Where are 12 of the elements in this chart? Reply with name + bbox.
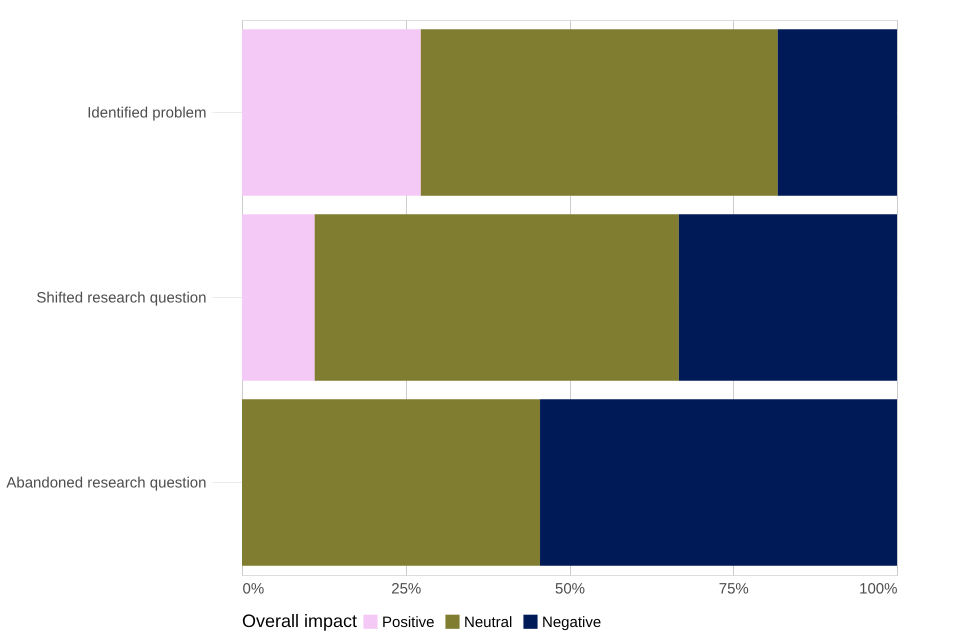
- legend-title: Overall impact: [242, 611, 358, 631]
- y-tick-label: Abandoned research question: [6, 474, 206, 492]
- legend-label: Neutral: [464, 614, 512, 631]
- x-tick-label: 50%: [554, 580, 586, 598]
- legend-label: Negative: [542, 614, 602, 631]
- y-tick-label: Shifted research question: [36, 290, 206, 306]
- x-tick-label: 25%: [391, 580, 422, 598]
- x-tick-label: 100%: [859, 580, 898, 598]
- legend-label: Positive: [382, 614, 435, 631]
- x-tick-label: 75%: [718, 580, 749, 598]
- y-tick-label: Identified problem: [87, 104, 206, 122]
- x-tick-label: 0%: [242, 580, 264, 598]
